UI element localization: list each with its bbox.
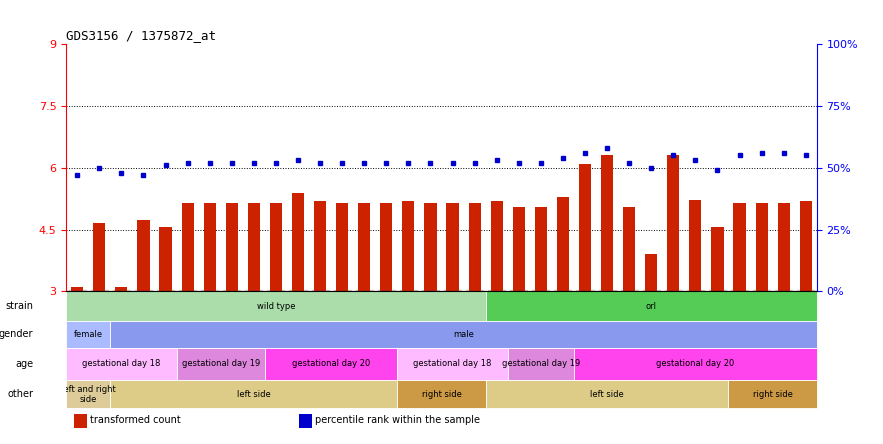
Bar xyxy=(734,203,745,291)
Bar xyxy=(728,380,817,408)
Bar xyxy=(469,203,480,291)
Text: left and right
side: left and right side xyxy=(61,385,116,404)
Bar xyxy=(66,291,486,321)
Bar xyxy=(116,287,127,291)
Bar xyxy=(265,348,397,380)
Bar xyxy=(204,203,215,291)
Bar xyxy=(177,348,265,380)
Bar xyxy=(336,203,348,291)
Bar xyxy=(800,201,811,291)
Bar xyxy=(397,348,508,380)
Bar xyxy=(778,203,789,291)
Text: GDS3156 / 1375872_at: GDS3156 / 1375872_at xyxy=(66,29,216,42)
Bar xyxy=(425,203,436,291)
Bar xyxy=(358,203,370,291)
Bar xyxy=(712,227,723,291)
Bar xyxy=(535,207,547,291)
Text: left side: left side xyxy=(590,390,624,399)
Bar xyxy=(72,287,83,291)
Bar xyxy=(66,321,110,348)
Text: gestational day 19: gestational day 19 xyxy=(502,359,580,369)
Bar xyxy=(601,155,613,291)
Text: gender: gender xyxy=(0,329,33,339)
Bar xyxy=(447,203,458,291)
Text: right side: right side xyxy=(421,390,462,399)
Bar xyxy=(486,380,728,408)
Bar xyxy=(690,200,701,291)
Bar xyxy=(508,348,574,380)
Bar xyxy=(292,193,304,291)
Text: gestational day 18: gestational day 18 xyxy=(413,359,492,369)
Text: age: age xyxy=(15,359,33,369)
Bar xyxy=(491,201,502,291)
Text: gestational day 18: gestational day 18 xyxy=(82,359,161,369)
Text: orl: orl xyxy=(645,301,657,310)
Text: male: male xyxy=(453,330,474,339)
Bar xyxy=(314,201,326,291)
Bar xyxy=(623,207,635,291)
Bar xyxy=(513,207,525,291)
Bar xyxy=(645,254,657,291)
Bar xyxy=(756,203,767,291)
Bar xyxy=(579,164,591,291)
Bar xyxy=(403,201,414,291)
Bar xyxy=(110,380,397,408)
Bar xyxy=(226,203,238,291)
Bar xyxy=(381,203,392,291)
Bar xyxy=(182,203,193,291)
Text: gestational day 19: gestational day 19 xyxy=(182,359,260,369)
Bar xyxy=(668,155,679,291)
Text: gestational day 20: gestational day 20 xyxy=(292,359,370,369)
Bar xyxy=(66,380,110,408)
Bar xyxy=(270,203,282,291)
Text: gestational day 20: gestational day 20 xyxy=(656,359,735,369)
Bar xyxy=(138,221,149,291)
Text: right side: right side xyxy=(752,390,793,399)
Text: strain: strain xyxy=(5,301,33,311)
Text: transformed count: transformed count xyxy=(90,416,181,425)
Text: other: other xyxy=(7,389,33,399)
Text: wild type: wild type xyxy=(257,301,295,310)
Bar xyxy=(73,414,87,428)
Bar xyxy=(574,348,817,380)
Bar xyxy=(397,380,486,408)
Bar xyxy=(486,291,817,321)
Bar xyxy=(248,203,260,291)
Bar xyxy=(66,348,177,380)
Bar xyxy=(299,414,313,428)
Text: left side: left side xyxy=(237,390,271,399)
Bar xyxy=(160,226,171,291)
Bar xyxy=(94,223,105,291)
Text: percentile rank within the sample: percentile rank within the sample xyxy=(315,416,480,425)
Text: female: female xyxy=(74,330,102,339)
Bar xyxy=(557,197,569,291)
